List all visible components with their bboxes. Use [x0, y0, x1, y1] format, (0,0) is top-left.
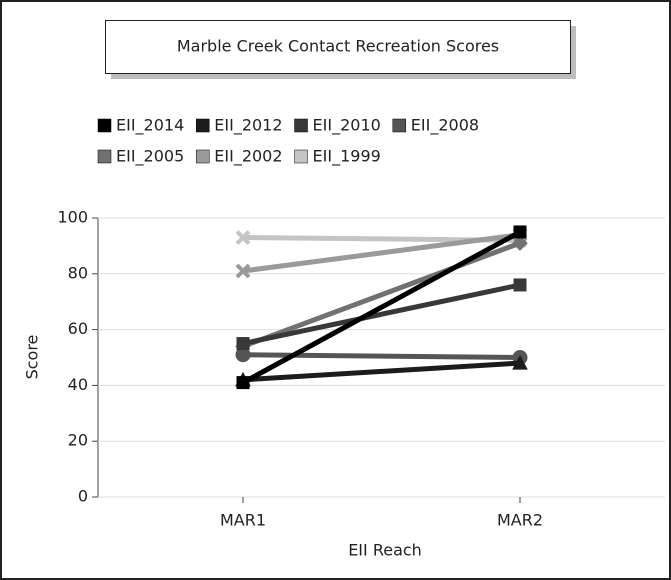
- legend-label: EII_2002: [214, 147, 282, 167]
- y-tick-label: 0: [78, 487, 88, 506]
- y-tick-label: 100: [57, 208, 88, 227]
- y-tick-label: 60: [68, 319, 88, 338]
- marker: [236, 376, 250, 390]
- marker: [513, 278, 527, 292]
- marker: [236, 337, 250, 351]
- title-box: [105, 20, 571, 74]
- marker: [512, 235, 528, 251]
- x-tick-label: MAR2: [497, 511, 543, 530]
- series-line: [242, 352, 521, 360]
- chart-title: Marble Creek Contact Recreation Scores: [177, 37, 499, 56]
- legend-swatch: [392, 118, 407, 133]
- legend-label: EII_2008: [411, 116, 479, 136]
- y-tick-label: 40: [68, 375, 88, 394]
- legend-label: EII_2012: [214, 116, 282, 136]
- marker: [235, 230, 251, 245]
- series-line: [242, 240, 521, 349]
- y-axis-label: Score: [23, 335, 42, 380]
- y-tick-label: 80: [68, 263, 88, 282]
- legend-swatch: [97, 149, 112, 164]
- legend-swatch: [294, 149, 308, 164]
- legend-label: EII_2014: [116, 116, 184, 136]
- y-tick-label: 20: [68, 431, 88, 450]
- legend-swatch: [196, 118, 210, 133]
- legend-swatch: [97, 118, 112, 133]
- legend-label: EII_2005: [116, 147, 184, 167]
- marker: [235, 263, 251, 279]
- marker: [512, 355, 528, 370]
- x-tick-label: MAR1: [220, 511, 266, 530]
- series-line: [241, 229, 522, 385]
- legend-swatch: [294, 118, 308, 133]
- x-axis-label: EII Reach: [348, 541, 422, 560]
- series-line: [242, 360, 521, 383]
- legend-swatch: [196, 149, 210, 164]
- marker: [513, 225, 527, 239]
- series-line: [242, 282, 521, 346]
- legend-label: EII_1999: [313, 147, 381, 167]
- series-line: [242, 232, 521, 274]
- legend-label: EII_2010: [313, 116, 381, 136]
